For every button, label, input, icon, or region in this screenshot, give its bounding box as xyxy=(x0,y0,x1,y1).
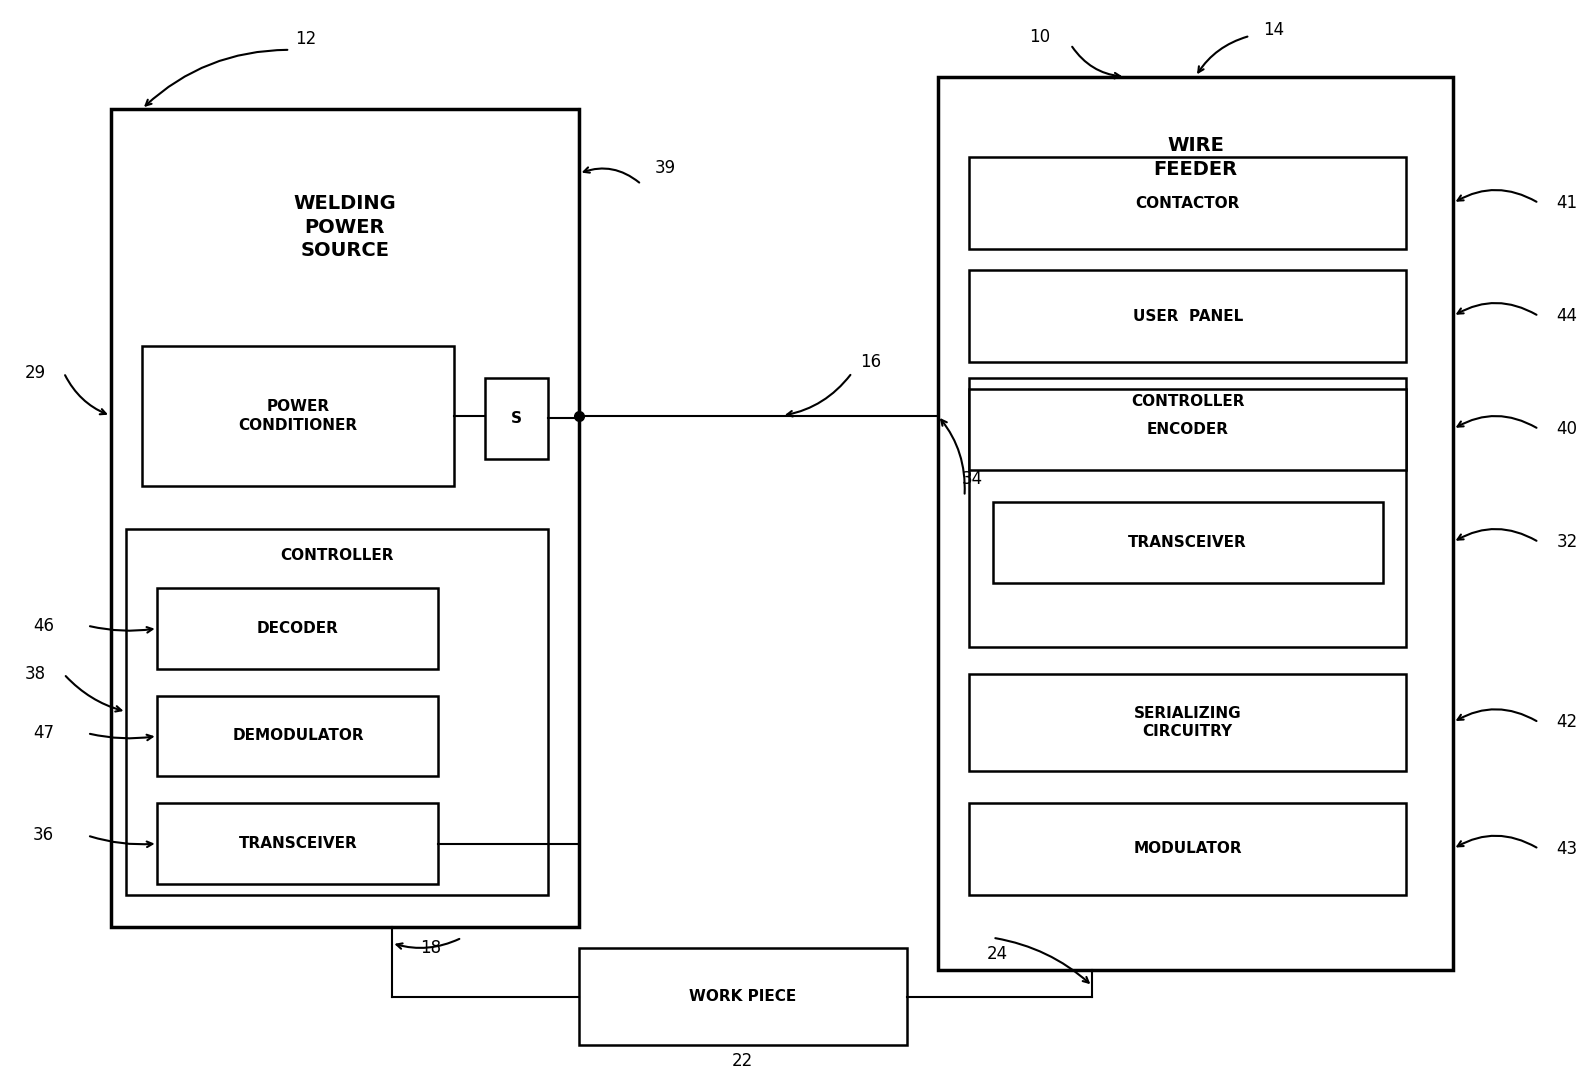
Bar xyxy=(142,345,454,486)
Text: CONTACTOR: CONTACTOR xyxy=(1136,195,1240,210)
Bar xyxy=(969,378,1406,647)
Text: 22: 22 xyxy=(732,1052,753,1070)
Bar xyxy=(993,502,1382,583)
Bar xyxy=(158,803,439,884)
Text: 41: 41 xyxy=(1556,194,1578,213)
Bar xyxy=(126,529,548,894)
Text: 12: 12 xyxy=(295,30,317,49)
Text: 42: 42 xyxy=(1556,713,1578,732)
Bar xyxy=(158,696,439,776)
Text: S: S xyxy=(511,411,522,426)
Bar xyxy=(969,803,1406,894)
Bar xyxy=(937,77,1453,970)
Text: DEMODULATOR: DEMODULATOR xyxy=(232,728,365,743)
Text: TRANSCEIVER: TRANSCEIVER xyxy=(238,836,357,851)
Text: 39: 39 xyxy=(655,160,675,177)
Text: USER  PANEL: USER PANEL xyxy=(1133,309,1243,324)
Text: 40: 40 xyxy=(1556,420,1578,438)
Bar xyxy=(486,378,548,459)
Text: DECODER: DECODER xyxy=(257,620,339,636)
Text: 43: 43 xyxy=(1556,839,1578,858)
Text: 10: 10 xyxy=(1029,28,1049,46)
Text: 32: 32 xyxy=(1556,533,1578,551)
Text: SERIALIZING
CIRCUITRY: SERIALIZING CIRCUITRY xyxy=(1135,706,1242,739)
Text: WORK PIECE: WORK PIECE xyxy=(690,989,797,1005)
Text: WIRE
FEEDER: WIRE FEEDER xyxy=(1154,136,1237,179)
Text: 18: 18 xyxy=(420,940,442,957)
Bar xyxy=(158,588,439,669)
Bar xyxy=(110,109,579,927)
Text: 29: 29 xyxy=(25,364,46,382)
Text: 34: 34 xyxy=(961,470,983,488)
Text: CONTROLLER: CONTROLLER xyxy=(281,548,394,563)
Text: 44: 44 xyxy=(1556,308,1578,325)
Bar xyxy=(969,271,1406,361)
Text: MODULATOR: MODULATOR xyxy=(1133,842,1242,857)
Bar xyxy=(969,388,1406,469)
Text: 16: 16 xyxy=(860,353,882,371)
Bar xyxy=(579,948,907,1046)
Text: 14: 14 xyxy=(1262,22,1284,40)
Text: ENCODER: ENCODER xyxy=(1147,422,1229,437)
Text: 36: 36 xyxy=(33,827,54,845)
Bar xyxy=(969,674,1406,770)
Text: WELDING
POWER
SOURCE: WELDING POWER SOURCE xyxy=(294,194,396,260)
Text: POWER
CONDITIONER: POWER CONDITIONER xyxy=(238,399,358,433)
Text: 38: 38 xyxy=(25,665,46,683)
Text: 46: 46 xyxy=(33,616,54,634)
Text: TRANSCEIVER: TRANSCEIVER xyxy=(1128,535,1247,549)
Text: CONTROLLER: CONTROLLER xyxy=(1131,394,1245,409)
Text: 24: 24 xyxy=(986,945,1008,962)
Bar xyxy=(969,158,1406,249)
Text: 47: 47 xyxy=(33,724,54,742)
